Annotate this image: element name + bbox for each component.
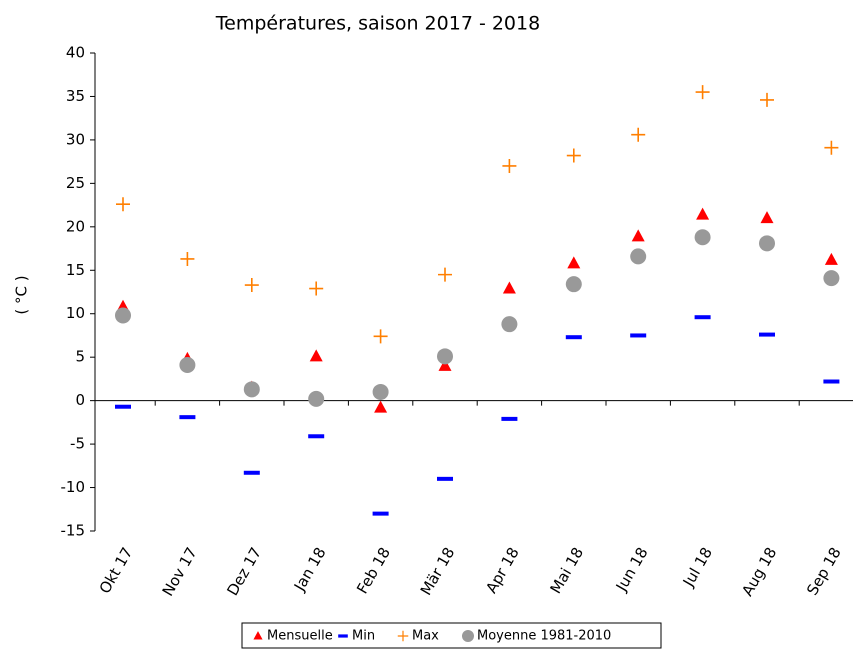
marker-circle [308, 390, 325, 407]
x-tick-label: Jul 18 [679, 544, 716, 590]
marker-dash [630, 333, 647, 338]
marker-circle [823, 270, 840, 287]
legend-marker [397, 630, 409, 642]
y-tick-label: 15 [66, 261, 85, 279]
marker-dash [823, 379, 840, 384]
y-tick-label: 30 [66, 130, 85, 148]
legend-marker [253, 631, 263, 640]
x-tick-label: Jun 18 [612, 544, 652, 595]
legend-label: Mensuelle [267, 629, 333, 644]
marker-dash [308, 434, 325, 439]
y-tick-label: -10 [61, 478, 86, 496]
marker-dash [565, 335, 582, 340]
marker-plus [566, 148, 581, 163]
marker-triangle [502, 281, 516, 294]
marker-circle [565, 276, 582, 293]
legend-marker [462, 630, 474, 642]
marker-circle [501, 316, 518, 333]
x-tick-label: Nov 17 [159, 544, 201, 599]
x-tick-label: Feb 18 [353, 544, 394, 597]
marker-plus [631, 127, 646, 142]
marker-circle [243, 381, 260, 398]
x-tick-label: Sep 18 [803, 544, 845, 598]
y-tick-label: 40 [66, 44, 85, 62]
marker-triangle [696, 207, 710, 220]
y-tick-label: -15 [61, 522, 86, 540]
marker-circle [372, 383, 389, 400]
legend-box [241, 622, 662, 649]
y-tick-label: 35 [66, 87, 85, 105]
marker-dash [437, 476, 453, 481]
marker-dash [694, 315, 711, 320]
marker-circle [437, 348, 453, 365]
marker-dash [501, 416, 518, 421]
x-tick-label: Mai 18 [546, 544, 587, 596]
legend-label: Moyenne 1981-2010 [477, 629, 611, 644]
legend-label: Max [412, 629, 439, 644]
y-axis-label: ( °C ) [13, 275, 31, 314]
legend-marker [338, 634, 348, 638]
marker-plus [244, 278, 259, 293]
marker-plus [309, 281, 324, 296]
y-tick-label: 20 [66, 217, 85, 235]
x-tick-label: Jan 18 [290, 544, 330, 595]
marker-dash [179, 415, 196, 420]
marker-plus [180, 251, 195, 266]
y-tick-label: 10 [66, 304, 85, 322]
x-tick-label: Mär 18 [417, 544, 459, 598]
marker-plus [760, 92, 774, 107]
marker-circle [630, 248, 647, 265]
marker-plus [438, 267, 452, 282]
marker-triangle [824, 252, 838, 265]
y-tick-label: 5 [75, 348, 85, 366]
x-tick-label: Aug 18 [738, 544, 780, 599]
marker-circle [759, 235, 775, 252]
x-tick-label: Dez 17 [223, 544, 265, 598]
marker-circle [179, 357, 196, 374]
marker-dash [372, 511, 389, 516]
marker-triangle [567, 256, 581, 269]
marker-plus [502, 158, 517, 173]
chart-title: Températures, saison 2017 - 2018 [215, 13, 540, 35]
marker-triangle [374, 400, 388, 413]
marker-plus [373, 329, 388, 344]
y-tick-label: 0 [75, 391, 85, 409]
y-tick-label: 25 [66, 174, 85, 192]
marker-plus [824, 140, 839, 155]
marker-circle [115, 307, 131, 324]
marker-triangle [631, 229, 645, 242]
x-tick-label: Apr 18 [482, 544, 522, 596]
marker-plus [695, 85, 710, 100]
marker-triangle [309, 349, 323, 362]
x-tick-label: Okt 17 [96, 544, 137, 597]
marker-dash [115, 404, 131, 409]
marker-plus [116, 197, 130, 212]
marker-dash [759, 332, 775, 337]
legend-label: Min [352, 629, 375, 644]
marker-triangle [760, 211, 774, 224]
y-tick-label: -5 [70, 435, 85, 453]
marker-circle [694, 229, 711, 246]
marker-dash [243, 470, 260, 475]
marker-triangle [438, 358, 452, 371]
